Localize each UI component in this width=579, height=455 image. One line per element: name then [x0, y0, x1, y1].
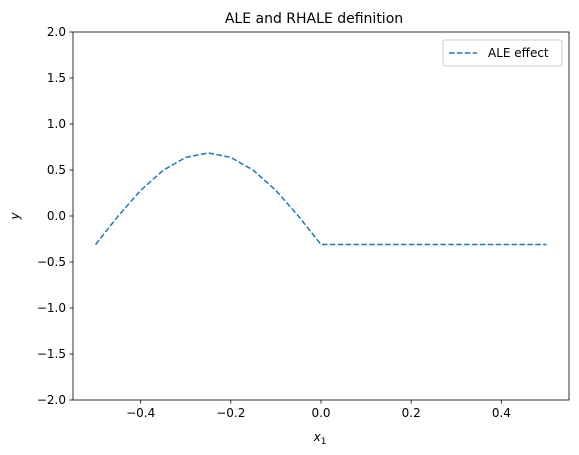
legend-frame	[442, 39, 563, 67]
chart-title: ALE and RHALE definition	[225, 11, 403, 27]
y-tick-label: 2.0	[47, 25, 66, 39]
y-tick-label: 0.5	[47, 163, 66, 177]
y-axis-label: y	[8, 212, 22, 221]
x-axis-label: x1	[313, 430, 327, 447]
y-tick-label: −2.0	[37, 393, 66, 407]
y-tick-label: −1.5	[37, 347, 66, 361]
legend: ALE effect	[442, 39, 563, 67]
plot-area	[72, 31, 570, 401]
x-tick-label: 0.0	[311, 406, 330, 420]
series-layer	[94, 152, 547, 246]
x-axis-ticks: −0.4 −0.2 0.0 0.2 0.4	[126, 400, 511, 420]
y-axis-ticks: −2.0 −1.5 −1.0 −0.5 0.0 0.5 1.0 1.5 2.0	[37, 25, 73, 407]
x-tick-label: 0.4	[492, 406, 511, 420]
axes-frame	[72, 31, 570, 401]
x-axis-label-sub: 1	[321, 437, 327, 447]
y-tick-label: −1.0	[37, 301, 66, 315]
legend-label: ALE effect	[488, 46, 549, 60]
y-tick-label: 1.5	[47, 71, 66, 85]
x-axis-label-main: x	[313, 430, 322, 444]
y-tick-label: −0.5	[37, 255, 66, 269]
y-tick-label: 1.0	[47, 117, 66, 131]
x-tick-label: −0.4	[126, 406, 155, 420]
x-tick-label: −0.2	[216, 406, 245, 420]
y-tick-label: 0.0	[47, 209, 66, 223]
x-tick-label: 0.2	[402, 406, 421, 420]
series-line-ale-effect	[94, 152, 547, 246]
